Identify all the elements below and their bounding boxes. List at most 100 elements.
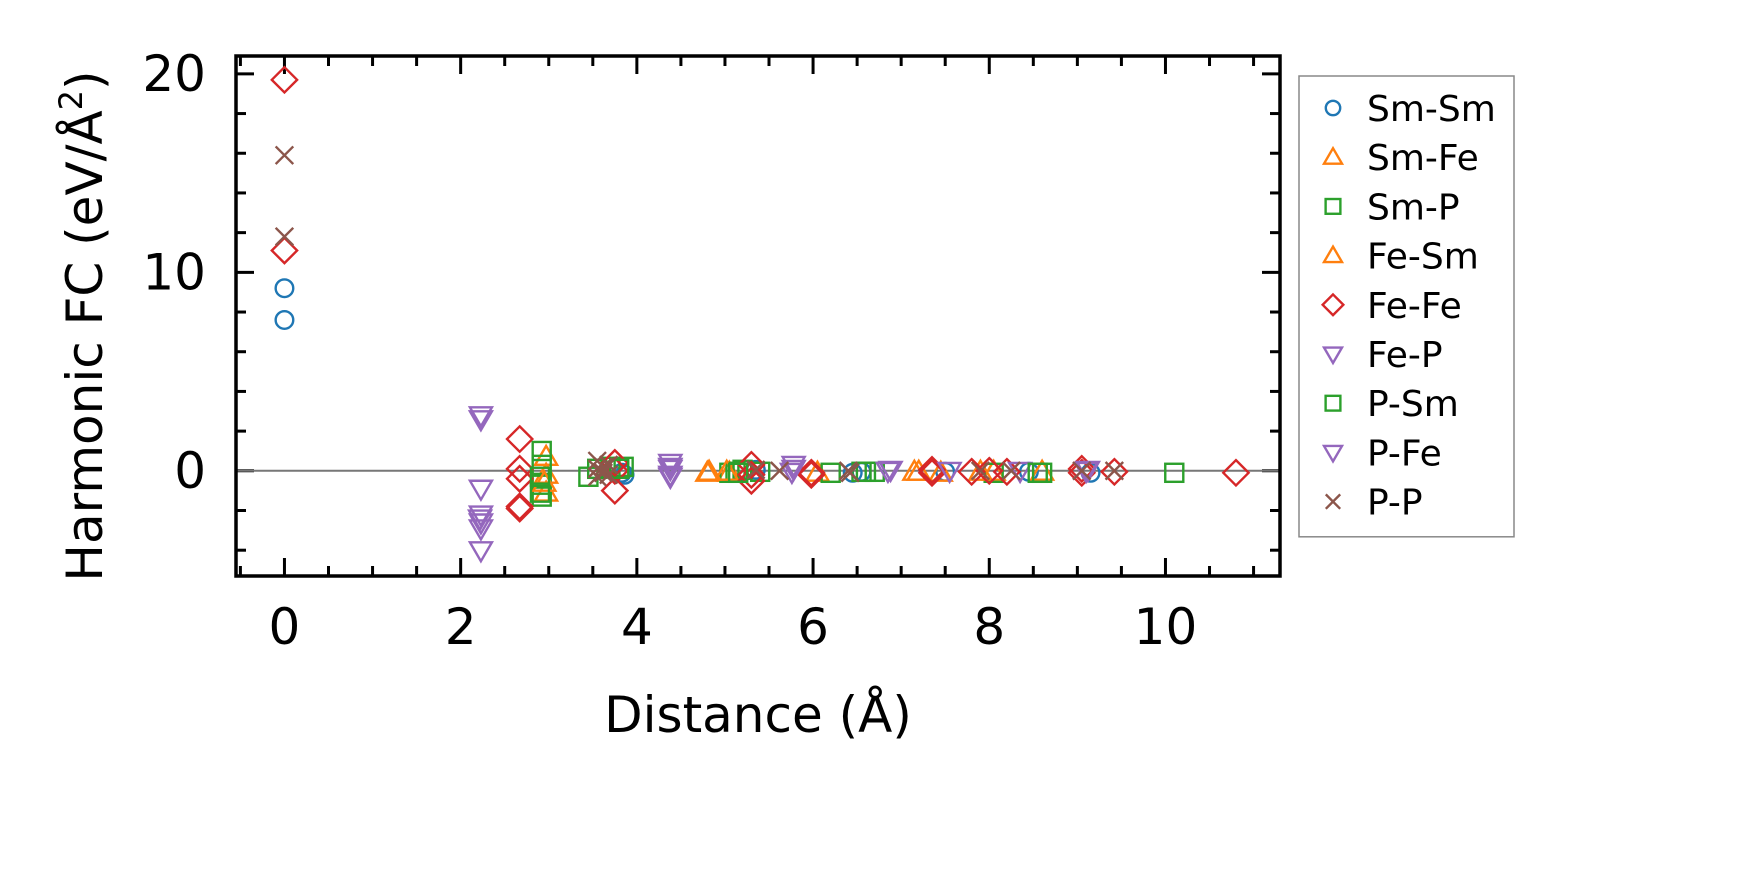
y-axis-label-suffix: ) bbox=[56, 70, 114, 90]
tick-labels: 0 2 4 6 8 10 0 10 20 bbox=[142, 45, 1197, 656]
y-tick-label: 10 bbox=[142, 243, 206, 301]
legend-label-p-fe: P-Fe bbox=[1367, 433, 1442, 474]
point-p-sm bbox=[855, 461, 877, 483]
legend-item-sm-fe: Sm-Fe bbox=[1321, 138, 1479, 179]
legend-label-sm-p: Sm-P bbox=[1367, 187, 1460, 228]
point-p-p bbox=[274, 145, 295, 165]
point-p-fe bbox=[657, 465, 684, 489]
point-p-sm bbox=[529, 466, 551, 487]
point-fe-sm bbox=[905, 458, 932, 481]
point-p-p bbox=[840, 463, 860, 483]
series-p-sm bbox=[529, 458, 1048, 503]
point-fe-fe bbox=[974, 456, 1004, 486]
point-fe-fe bbox=[505, 492, 535, 521]
y-axis-label: Harmonic FC (eV/Å2) bbox=[52, 70, 114, 581]
legend-label-fe-sm: Fe-Sm bbox=[1367, 237, 1479, 278]
point-fe-fe bbox=[737, 450, 766, 480]
point-p-p bbox=[599, 455, 619, 475]
point-fe-fe bbox=[505, 494, 535, 523]
point-p-p bbox=[970, 461, 991, 481]
x-tick-label: 10 bbox=[1134, 598, 1198, 656]
point-fe-fe bbox=[796, 458, 826, 488]
point-sm-fe bbox=[927, 459, 954, 482]
legend-item-p-p: P-P bbox=[1324, 483, 1423, 524]
point-sm-p bbox=[1164, 462, 1185, 484]
point-fe-fe bbox=[1100, 457, 1129, 487]
point-fe-fe bbox=[270, 65, 299, 95]
legend-item-sm-p: Sm-P bbox=[1324, 187, 1460, 228]
point-fe-sm bbox=[696, 458, 723, 481]
point-fe-sm bbox=[967, 458, 994, 481]
point-fe-fe bbox=[600, 476, 630, 506]
legend-marker-sm-sm bbox=[1324, 99, 1342, 117]
legend-label-sm-fe: Sm-Fe bbox=[1367, 138, 1479, 179]
legend-item-fe-fe: Fe-Fe bbox=[1320, 286, 1462, 327]
legend-marker-sm-p bbox=[1324, 197, 1342, 215]
point-fe-fe bbox=[737, 460, 766, 490]
point-p-fe bbox=[466, 509, 494, 532]
plot-frame bbox=[234, 54, 1282, 578]
point-fe-p bbox=[467, 406, 495, 429]
data-points bbox=[270, 65, 1251, 564]
point-p-p bbox=[274, 226, 295, 247]
legend-label-fe-fe: Fe-Fe bbox=[1367, 286, 1462, 327]
point-p-p bbox=[746, 460, 766, 480]
point-fe-p bbox=[780, 455, 807, 479]
legend-item-sm-sm: Sm-Sm bbox=[1324, 89, 1496, 130]
point-sm-p bbox=[531, 440, 552, 462]
legend-marker-fe-fe bbox=[1320, 292, 1346, 317]
legend-marker-sm-fe bbox=[1321, 145, 1345, 165]
x-tick-label: 0 bbox=[269, 598, 301, 656]
point-sm-sm bbox=[274, 309, 295, 330]
point-p-sm bbox=[1027, 462, 1048, 484]
legend-marker-fe-p bbox=[1321, 346, 1345, 366]
major-ticks bbox=[236, 56, 1280, 576]
legend-label-p-sm: P-Sm bbox=[1367, 384, 1459, 425]
point-fe-fe bbox=[796, 460, 826, 490]
point-fe-fe bbox=[1067, 454, 1097, 484]
point-p-p bbox=[769, 461, 790, 481]
legend-label-fe-p: Fe-P bbox=[1367, 335, 1443, 376]
legend-marker-fe-sm bbox=[1321, 244, 1345, 264]
legend-item-fe-p: Fe-P bbox=[1321, 335, 1443, 376]
series-sm-sm bbox=[274, 278, 1101, 485]
series-p-p bbox=[274, 145, 1125, 487]
point-p-fe bbox=[657, 459, 684, 483]
point-p-p bbox=[1001, 461, 1021, 481]
legend: Sm-Sm Sm-Fe Sm-P Fe-Sm Fe-Fe Fe-P P-Sm P-Fe P-P bbox=[1298, 75, 1515, 538]
point-p-fe bbox=[778, 462, 806, 486]
point-sm-p bbox=[531, 486, 552, 507]
point-fe-sm bbox=[713, 458, 740, 481]
point-p-p bbox=[1072, 461, 1092, 481]
point-fe-p bbox=[467, 541, 495, 564]
legend-item-p-sm: P-Sm bbox=[1324, 384, 1459, 425]
point-sm-p bbox=[531, 454, 552, 476]
point-p-sm bbox=[727, 462, 749, 484]
point-p-p bbox=[1104, 461, 1125, 481]
legend-marker-p-sm bbox=[1324, 394, 1342, 412]
y-tick-label: 20 bbox=[142, 45, 206, 103]
point-fe-fe bbox=[1067, 458, 1097, 488]
point-p-sm bbox=[529, 482, 551, 503]
series-fe-p bbox=[467, 406, 1102, 564]
series-fe-fe bbox=[270, 65, 1251, 523]
point-sm-p bbox=[749, 461, 771, 483]
point-p-p bbox=[599, 465, 619, 485]
legend-label-p-p: P-P bbox=[1367, 483, 1423, 524]
point-fe-fe bbox=[270, 236, 299, 265]
point-fe-fe bbox=[505, 424, 535, 454]
point-fe-fe bbox=[737, 466, 766, 496]
point-fe-fe bbox=[1221, 458, 1251, 488]
x-tick-label: 4 bbox=[621, 598, 653, 656]
point-fe-fe bbox=[505, 464, 535, 494]
legend-marker-p-fe bbox=[1321, 444, 1345, 464]
x-axis-label: Distance (Å) bbox=[604, 686, 912, 744]
point-fe-fe bbox=[505, 454, 535, 484]
minor-ticks bbox=[236, 56, 1280, 576]
legend-item-p-fe: P-Fe bbox=[1321, 433, 1442, 474]
x-tick-label: 6 bbox=[797, 598, 829, 656]
point-p-sm bbox=[609, 458, 630, 480]
point-fe-p bbox=[467, 505, 495, 528]
point-fe-fe bbox=[917, 458, 947, 488]
point-fe-p bbox=[467, 479, 495, 503]
